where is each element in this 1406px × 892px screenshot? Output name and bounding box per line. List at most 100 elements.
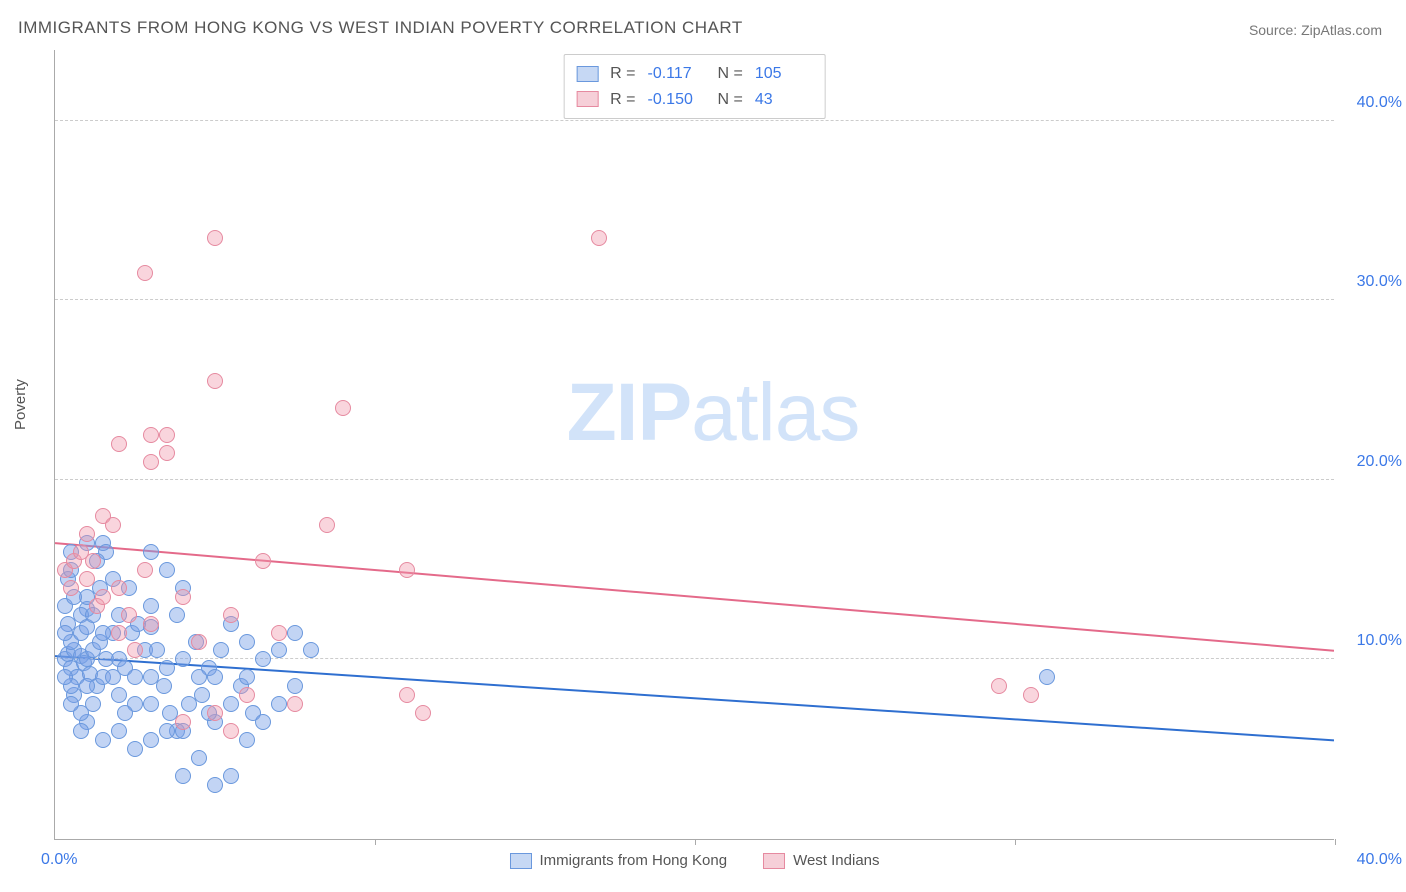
- n-label: N =: [718, 61, 743, 87]
- scatter-point-hk: [287, 625, 303, 641]
- scatter-point-wi: [207, 230, 223, 246]
- n-label: N =: [718, 87, 743, 113]
- scatter-point-wi: [85, 553, 101, 569]
- scatter-point-wi: [143, 454, 159, 470]
- scatter-point-hk: [149, 642, 165, 658]
- scatter-point-wi: [79, 526, 95, 542]
- scatter-point-hk: [271, 642, 287, 658]
- scatter-point-wi: [191, 634, 207, 650]
- legend-stats-row-hk: R = -0.117 N = 105: [576, 61, 813, 87]
- y-tick-label: 30.0%: [1357, 273, 1402, 291]
- scatter-point-wi: [95, 589, 111, 605]
- scatter-point-wi: [143, 616, 159, 632]
- x-tick-mark: [375, 839, 376, 845]
- legend-stats-row-wi: R = -0.150 N = 43: [576, 87, 813, 113]
- scatter-point-wi: [137, 562, 153, 578]
- scatter-point-wi: [399, 562, 415, 578]
- trend-lines-layer: [55, 50, 1334, 839]
- scatter-point-hk: [57, 669, 73, 685]
- scatter-point-hk: [223, 768, 239, 784]
- scatter-point-wi: [159, 445, 175, 461]
- x-tick-mark: [1015, 839, 1016, 845]
- scatter-point-hk: [1039, 669, 1055, 685]
- scatter-point-wi: [335, 400, 351, 416]
- gridline: [55, 658, 1334, 659]
- scatter-point-wi: [223, 607, 239, 623]
- y-tick-label: 20.0%: [1357, 453, 1402, 471]
- scatter-point-hk: [156, 678, 172, 694]
- r-value-hk: -0.117: [648, 61, 706, 87]
- scatter-point-hk: [73, 723, 89, 739]
- scatter-point-wi: [591, 230, 607, 246]
- scatter-point-hk: [239, 634, 255, 650]
- scatter-point-hk: [105, 669, 121, 685]
- scatter-point-hk: [159, 660, 175, 676]
- scatter-point-wi: [159, 427, 175, 443]
- r-label: R =: [610, 61, 635, 87]
- legend-swatch-hk: [576, 66, 598, 82]
- scatter-point-wi: [223, 723, 239, 739]
- scatter-point-wi: [111, 580, 127, 596]
- scatter-point-wi: [1023, 687, 1039, 703]
- legend-swatch-hk-icon: [509, 853, 531, 869]
- scatter-point-hk: [143, 732, 159, 748]
- legend-label-hk: Immigrants from Hong Kong: [539, 852, 727, 869]
- legend-stats-box: R = -0.117 N = 105 R = -0.150 N = 43: [563, 54, 826, 119]
- scatter-point-hk: [143, 544, 159, 560]
- n-value-hk: 105: [755, 61, 813, 87]
- scatter-point-hk: [255, 651, 271, 667]
- scatter-point-hk: [271, 696, 287, 712]
- scatter-point-hk: [239, 732, 255, 748]
- n-value-wi: 43: [755, 87, 813, 113]
- scatter-point-hk: [143, 598, 159, 614]
- x-tick-mark: [695, 839, 696, 845]
- scatter-point-wi: [79, 571, 95, 587]
- scatter-point-hk: [159, 723, 175, 739]
- scatter-point-wi: [207, 373, 223, 389]
- scatter-point-wi: [105, 517, 121, 533]
- scatter-point-wi: [111, 625, 127, 641]
- y-tick-label: 40.0%: [1357, 94, 1402, 112]
- scatter-point-hk: [79, 678, 95, 694]
- source-attribution: Source: ZipAtlas.com: [1249, 22, 1382, 38]
- scatter-point-wi: [207, 705, 223, 721]
- gridline: [55, 299, 1334, 300]
- legend-swatch-wi: [576, 91, 598, 107]
- scatter-point-wi: [111, 436, 127, 452]
- x-tick-mark: [1335, 839, 1336, 845]
- scatter-point-hk: [223, 696, 239, 712]
- scatter-point-wi: [127, 642, 143, 658]
- scatter-point-wi: [255, 553, 271, 569]
- scatter-point-hk: [111, 723, 127, 739]
- scatter-point-hk: [143, 696, 159, 712]
- gridline: [55, 120, 1334, 121]
- scatter-point-wi: [175, 589, 191, 605]
- scatter-point-hk: [95, 732, 111, 748]
- scatter-point-hk: [95, 625, 111, 641]
- legend-swatch-wi-icon: [763, 853, 785, 869]
- scatter-point-wi: [399, 687, 415, 703]
- scatter-point-hk: [57, 625, 73, 641]
- scatter-point-hk: [117, 705, 133, 721]
- scatter-point-wi: [143, 427, 159, 443]
- scatter-point-hk: [63, 696, 79, 712]
- scatter-point-wi: [991, 678, 1007, 694]
- scatter-point-wi: [271, 625, 287, 641]
- scatter-point-wi: [137, 265, 153, 281]
- scatter-point-hk: [127, 669, 143, 685]
- scatter-point-hk: [207, 777, 223, 793]
- scatter-point-hk: [303, 642, 319, 658]
- gridline: [55, 479, 1334, 480]
- scatter-point-hk: [213, 642, 229, 658]
- r-value-wi: -0.150: [648, 87, 706, 113]
- scatter-plot-area: ZIPatlas R = -0.117 N = 105 R = -0.150 N…: [54, 50, 1334, 840]
- scatter-point-wi: [175, 714, 191, 730]
- scatter-point-wi: [239, 687, 255, 703]
- scatter-point-hk: [175, 768, 191, 784]
- scatter-point-wi: [415, 705, 431, 721]
- y-tick-label: 10.0%: [1357, 632, 1402, 650]
- scatter-point-hk: [111, 687, 127, 703]
- scatter-point-hk: [127, 741, 143, 757]
- scatter-point-hk: [159, 562, 175, 578]
- scatter-point-wi: [121, 607, 137, 623]
